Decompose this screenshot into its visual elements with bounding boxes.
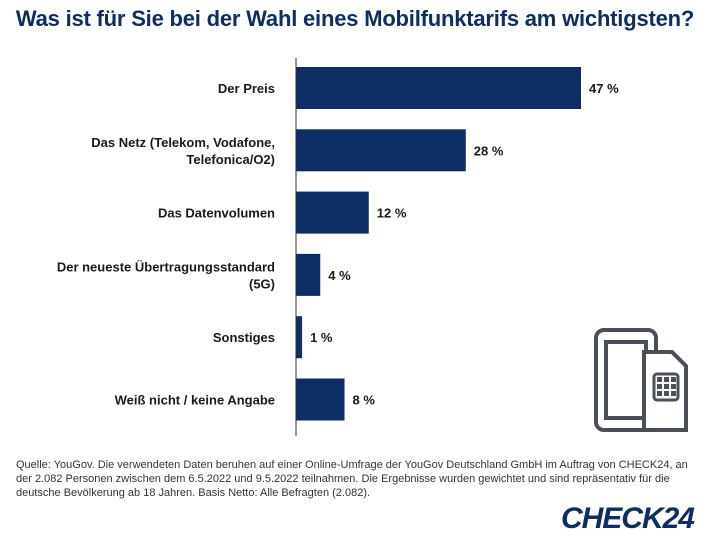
category-label-line: Das Datenvolumen <box>158 206 275 221</box>
category-label-line: (5G) <box>249 276 275 291</box>
category-label-line: Der neueste Übertragungsstandard <box>57 259 275 274</box>
category-label: Das Datenvolumen <box>158 206 275 221</box>
source-footnote: Quelle: YouGov. Die verwendeten Daten be… <box>16 459 688 499</box>
category-label-line: Das Netz (Telekom, Vodafone, <box>91 135 275 150</box>
value-label: 28 % <box>474 143 504 158</box>
value-label: 12 % <box>377 206 407 221</box>
value-label: 8 % <box>353 393 376 408</box>
category-label: Sonstiges <box>213 330 275 345</box>
bar-chart: 47 % Der Preis 28 % Das Netz (Telekom, Voda… <box>57 58 619 436</box>
logo-text: CHECK24 <box>560 502 695 535</box>
category-label-line: Sonstiges <box>213 330 275 345</box>
category-label-line: Telefonica/O2) <box>186 152 275 167</box>
bar <box>296 378 345 421</box>
bar <box>296 316 303 359</box>
category-label: Das Netz (Telekom, Vodafone, Telefonica/O… <box>91 135 275 167</box>
category-label: Weiß nicht / keine Angabe <box>115 393 275 408</box>
bar <box>296 67 581 109</box>
value-label: 1 % <box>310 330 333 345</box>
chart-title: Was ist für Sie bei der Wahl eines Mobil… <box>15 6 695 31</box>
phone-sim-icon <box>594 328 688 432</box>
check24-logo: CHECK24 <box>560 502 695 536</box>
bar <box>296 253 321 296</box>
category-label: Der Preis <box>218 81 275 96</box>
bar <box>296 191 369 234</box>
value-label: 47 % <box>589 81 619 96</box>
value-label: 4 % <box>328 268 351 283</box>
category-label-line: Weiß nicht / keine Angabe <box>115 393 275 408</box>
category-label: Der neueste Übertragungsstandard (5G) <box>57 259 275 291</box>
category-label-line: Der Preis <box>218 81 275 96</box>
bar <box>296 129 466 172</box>
